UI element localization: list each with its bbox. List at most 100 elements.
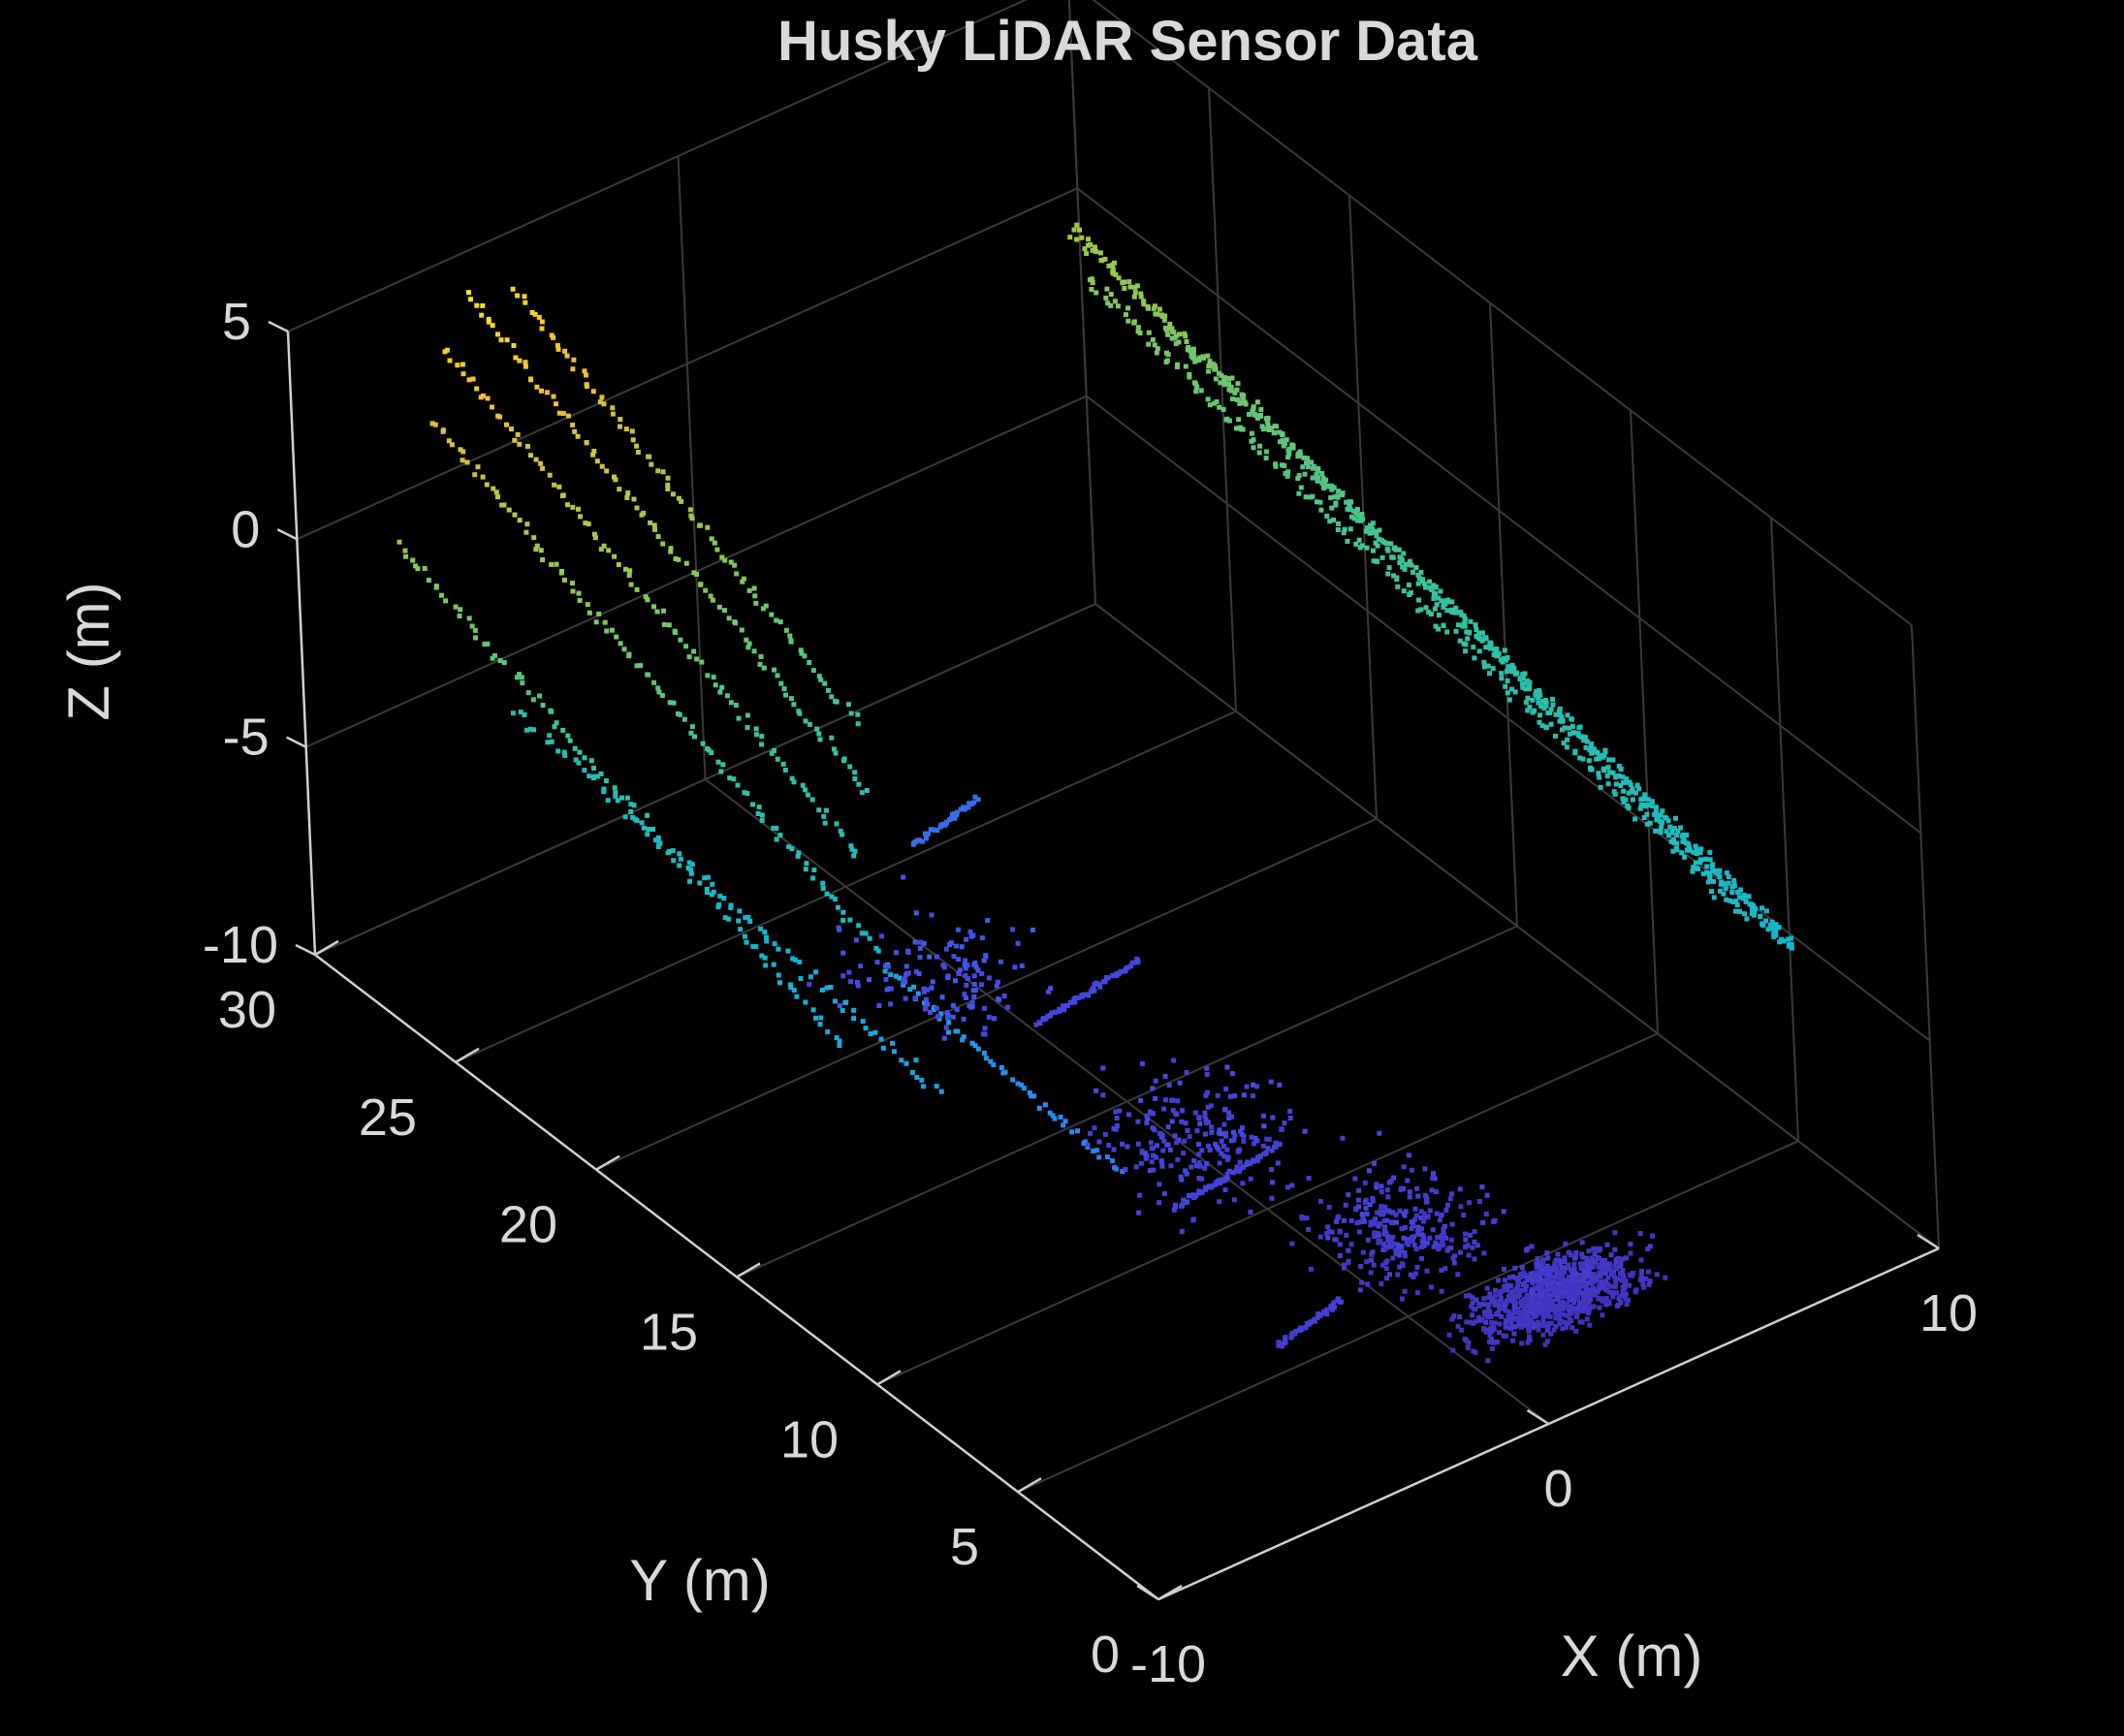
- lidar-point: [1612, 1283, 1618, 1289]
- lidar-point: [821, 813, 827, 819]
- lidar-point: [1520, 1309, 1526, 1314]
- lidar-point: [1550, 702, 1556, 708]
- chart-title: Husky LiDAR Sensor Data: [777, 10, 1478, 73]
- lidar-point: [1481, 664, 1487, 670]
- lidar-point: [736, 715, 742, 721]
- lidar-point: [1399, 558, 1405, 563]
- lidar-point: [652, 526, 657, 532]
- lidar-point: [1370, 1198, 1376, 1204]
- lidar-point: [1358, 518, 1364, 523]
- lidar-point: [1178, 1174, 1184, 1180]
- y-tick-label: 0: [1091, 1626, 1120, 1684]
- lidar-point: [1382, 1226, 1387, 1232]
- lidar-point: [1296, 473, 1302, 479]
- lidar-point: [677, 495, 682, 501]
- lidar-point: [1149, 1146, 1155, 1152]
- lidar-point: [918, 939, 923, 945]
- lidar-point: [1472, 1256, 1477, 1262]
- lidar-point: [1110, 1158, 1115, 1164]
- lidar-point: [1554, 1266, 1559, 1272]
- lidar-point: [1150, 336, 1156, 342]
- lidar-point: [1576, 1289, 1582, 1294]
- lidar-point: [1193, 1163, 1199, 1169]
- lidar-point: [963, 965, 968, 971]
- lidar-point: [1578, 1282, 1584, 1287]
- lidar-point: [1387, 1272, 1392, 1278]
- lidar-point: [1356, 1187, 1362, 1193]
- lidar-point: [1378, 1209, 1383, 1215]
- lidar-point: [1560, 1299, 1566, 1305]
- lidar-point: [1588, 1305, 1594, 1310]
- lidar-point: [873, 945, 879, 951]
- lidar-point: [1541, 1310, 1547, 1315]
- lidar-point: [954, 812, 960, 818]
- lidar-point: [1397, 1208, 1403, 1214]
- lidar-point: [938, 1011, 944, 1017]
- lidar-point: [1471, 645, 1476, 650]
- lidar-point: [1430, 1227, 1436, 1233]
- lidar-point: [1470, 1245, 1475, 1250]
- lidar-point: [1414, 1290, 1420, 1296]
- lidar-point: [1448, 1246, 1454, 1250]
- lidar-point: [697, 880, 703, 886]
- lidar-point: [1203, 1186, 1209, 1192]
- lidar-point: [1673, 833, 1679, 838]
- lidar-point: [1345, 506, 1350, 512]
- lidar-point: [823, 807, 829, 813]
- lidar-point: [1743, 899, 1749, 904]
- lidar-point: [1209, 1124, 1215, 1130]
- lidar-point: [1490, 666, 1496, 672]
- lidar-point: [742, 933, 747, 939]
- lidar-point: [986, 975, 992, 981]
- lidar-point: [1252, 1141, 1256, 1147]
- lidar-point: [1138, 291, 1144, 297]
- lidar-point: [1481, 1302, 1487, 1308]
- lidar-point: [1534, 1270, 1539, 1276]
- lidar-point: [1512, 1324, 1518, 1330]
- lidar-point: [777, 980, 782, 986]
- lidar-point: [1394, 575, 1400, 581]
- lidar-point: [1506, 1275, 1512, 1280]
- lidar-point: [777, 833, 783, 838]
- lidar-point: [1497, 1302, 1502, 1307]
- lidar-point: [1091, 986, 1096, 992]
- lidar-point: [995, 979, 1000, 985]
- lidar-point: [531, 727, 536, 733]
- lidar-point: [495, 494, 500, 500]
- lidar-point: [807, 982, 812, 988]
- lidar-point: [714, 547, 720, 552]
- lidar-point: [446, 438, 452, 444]
- lidar-point: [691, 648, 697, 654]
- lidar-point: [1567, 1285, 1572, 1291]
- lidar-point: [1487, 646, 1493, 651]
- lidar-point: [1582, 1283, 1587, 1289]
- lidar-point: [1534, 1297, 1539, 1302]
- lidar-point: [759, 742, 765, 747]
- lidar-point: [604, 628, 610, 634]
- lidar-point: [1217, 1160, 1222, 1166]
- lidar-point: [1207, 402, 1213, 408]
- lidar-point: [756, 805, 762, 810]
- lidar-point: [1258, 413, 1263, 419]
- lidar-point: [583, 521, 588, 526]
- lidar-point: [549, 332, 555, 338]
- grid-line: [1076, 187, 1921, 835]
- lidar-point: [1504, 669, 1509, 675]
- lidar-point: [753, 732, 759, 738]
- lidar-point: [612, 474, 617, 480]
- lidar-point: [1681, 836, 1687, 842]
- lidar-point: [1203, 1118, 1209, 1122]
- lidar-point: [1067, 235, 1073, 240]
- lidar-point: [1327, 519, 1333, 524]
- lidar-point: [1538, 1272, 1543, 1278]
- lidar-point: [1049, 1010, 1055, 1016]
- lidar-point: [1555, 1251, 1561, 1257]
- y-tick-mark: [1157, 1584, 1183, 1601]
- lidar-point: [1095, 981, 1101, 987]
- lidar-point: [1206, 363, 1212, 368]
- lidar-point: [490, 323, 495, 329]
- lidar-point: [1597, 1255, 1601, 1261]
- lidar-point: [1100, 1092, 1106, 1098]
- lidar-point: [1571, 1266, 1577, 1272]
- lidar-point: [1455, 622, 1461, 628]
